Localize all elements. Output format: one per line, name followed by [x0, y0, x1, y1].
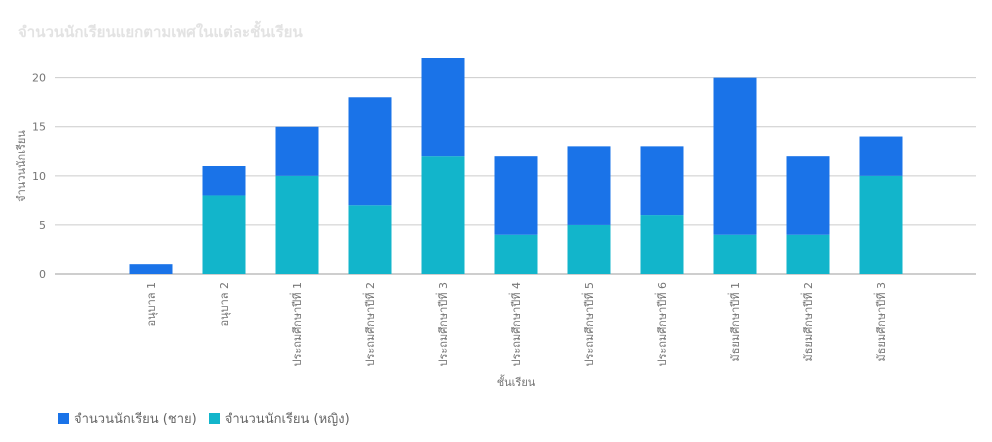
- bar-male: [494, 156, 538, 235]
- x-tick-label: ประถมศึกษาปีที่ 4: [508, 282, 523, 367]
- legend-swatch-female: [208, 413, 220, 424]
- x-tick-label: ประถมศึกษาปีที่ 2: [362, 282, 377, 367]
- x-tick-label: ประถมศึกษาปีที่ 3: [435, 282, 450, 367]
- x-tick-label: อนุบาล 2: [218, 282, 231, 327]
- y-tick-label: 5: [39, 219, 46, 232]
- bar-male: [202, 166, 246, 196]
- y-tick-label: 20: [32, 72, 46, 85]
- y-tick-label: 0: [39, 268, 46, 281]
- x-tick-label: มัธยมศึกษาปีที่ 3: [873, 282, 888, 361]
- x-tick-label: ประถมศึกษาปีที่ 1: [289, 282, 304, 367]
- bar-female: [713, 234, 757, 274]
- bar-female: [202, 195, 246, 274]
- bar-female: [348, 205, 392, 274]
- y-tick-label: 10: [32, 170, 46, 183]
- x-tick-label: อนุบาล 1: [145, 282, 158, 327]
- bar-female: [859, 175, 903, 274]
- bar-female: [567, 224, 611, 274]
- bar-male: [567, 146, 611, 225]
- bar-male: [713, 77, 757, 235]
- legend-swatch-male: [58, 413, 69, 424]
- x-axis-title: ชั้นเรียน: [497, 374, 536, 389]
- legend-item-female[interactable]: จำนวนนักเรียน (หญิง): [208, 408, 350, 429]
- y-axis-title: จำนวนนักเรียน: [15, 130, 28, 202]
- x-tick-label: ประถมศึกษาปีที่ 6: [654, 282, 669, 367]
- chart-legend: จำนวนนักเรียน (ชาย) จำนวนนักเรียน (หญิง): [58, 408, 362, 429]
- bar-female: [275, 175, 319, 274]
- bar-male: [859, 136, 903, 176]
- bar-male: [421, 58, 465, 157]
- legend-label-male: จำนวนนักเรียน (ชาย): [74, 412, 197, 427]
- bar-female: [640, 215, 684, 274]
- legend-label-female: จำนวนนักเรียน (หญิง): [224, 412, 350, 427]
- bar-male: [786, 156, 830, 235]
- legend-item-male[interactable]: จำนวนนักเรียน (ชาย): [58, 408, 197, 429]
- bar-male: [129, 264, 173, 274]
- bar-female: [494, 234, 538, 274]
- chart-title: จำนวนนักเรียนแยกตามเพศในแต่ละชั้นเรียน: [18, 23, 303, 41]
- bar-male: [640, 146, 684, 216]
- bar-male: [348, 97, 392, 206]
- x-tick-label: มัธยมศึกษาปีที่ 1: [727, 282, 742, 361]
- bar-male: [275, 126, 319, 176]
- bar-female: [421, 156, 465, 274]
- x-tick-label: ประถมศึกษาปีที่ 5: [581, 282, 596, 367]
- y-tick-label: 15: [32, 121, 46, 134]
- x-tick-label: มัธยมศึกษาปีที่ 2: [800, 282, 815, 361]
- bar-female: [786, 234, 830, 274]
